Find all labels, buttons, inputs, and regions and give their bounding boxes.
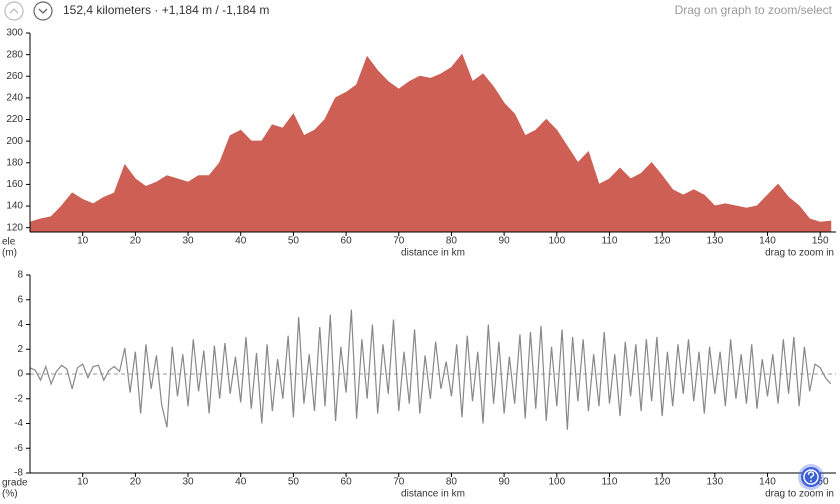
y-tick-label: 240: [6, 93, 23, 104]
y-tick-label: 120: [6, 222, 23, 233]
x-tick-label: 30: [182, 477, 194, 488]
y-axis-label: grade: [2, 478, 28, 489]
y-axis-label: (%): [2, 489, 18, 500]
x-axis-label: distance in km: [401, 248, 465, 259]
x-tick-label: 120: [654, 236, 671, 247]
y-tick-label: 220: [6, 114, 23, 125]
y-tick-label: 6: [17, 294, 23, 305]
x-tick-label: 50: [288, 477, 300, 488]
x-tick-label: 150: [812, 477, 829, 488]
y-tick-label: 4: [17, 319, 23, 330]
x-tick-label: 110: [602, 477, 618, 488]
x-tick-label: 10: [77, 477, 89, 488]
x-tick-label: 50: [288, 236, 300, 247]
help-button[interactable]: [798, 464, 824, 490]
y-tick-label: 300: [6, 28, 23, 39]
x-tick-label: 30: [182, 236, 194, 247]
x-tick-label: 130: [706, 477, 723, 488]
x-tick-label: 90: [499, 477, 511, 488]
x-tick-label: 70: [393, 236, 405, 247]
y-tick-label: -8: [14, 468, 23, 479]
x-tick-label: 80: [446, 236, 458, 247]
y-tick-label: 280: [6, 49, 23, 60]
x-tick-label: 60: [341, 236, 353, 247]
expand-button[interactable]: [33, 1, 53, 21]
y-tick-label: -4: [14, 418, 23, 429]
zoom-note: drag to zoom in: [765, 489, 834, 500]
x-tick-label: 120: [654, 477, 671, 488]
x-tick-label: 70: [393, 477, 405, 488]
chart: 120 140 160 180 200 220 240 260 280 300 10 20 30 40 50…: [2, 28, 836, 259]
x-tick-label: 90: [499, 236, 511, 247]
x-tick-label: 130: [706, 236, 723, 247]
chart: -8 -6 -4 -2 0 2 4 6 8 10 20 30 40 50 60 70 80 90 100 110 120…: [2, 270, 836, 500]
x-tick-label: 40: [235, 477, 247, 488]
x-tick-label: 140: [759, 236, 776, 247]
x-tick-label: 80: [446, 477, 458, 488]
x-tick-label: 40: [235, 236, 247, 247]
x-tick-label: 100: [548, 477, 565, 488]
x-tick-label: 60: [341, 477, 353, 488]
x-axis-label: distance in km: [401, 489, 465, 500]
x-tick-label: 150: [812, 236, 829, 247]
x-tick-label: 100: [548, 236, 565, 247]
y-tick-label: 8: [17, 270, 23, 281]
y-axis-label: ele: [2, 237, 16, 248]
y-tick-label: 2: [17, 344, 23, 355]
x-tick-label: 110: [602, 236, 618, 247]
y-tick-label: -6: [14, 443, 23, 454]
x-tick-label: 20: [130, 477, 142, 488]
elevation-area: [29, 53, 832, 233]
y-tick-label: 0: [17, 369, 23, 380]
x-tick-label: 20: [130, 236, 142, 247]
y-tick-label: 260: [6, 71, 23, 82]
y-tick-label: 200: [6, 136, 23, 147]
grade-line: [29, 309, 832, 430]
y-tick-label: 160: [6, 179, 23, 190]
x-tick-label: 140: [759, 477, 776, 488]
collapse-button[interactable]: [4, 1, 24, 21]
y-tick-label: 140: [6, 201, 23, 212]
y-tick-label: -2: [14, 393, 23, 404]
route-summary: 152,4 kilometers · +1,184 m / -1,184 m: [63, 3, 269, 17]
y-tick-label: 180: [6, 157, 23, 168]
zoom-note: drag to zoom in: [765, 248, 834, 259]
zoom-hint: Drag on graph to zoom/select: [675, 3, 833, 17]
y-axis-label: (m): [2, 248, 17, 259]
x-tick-label: 10: [77, 236, 89, 247]
